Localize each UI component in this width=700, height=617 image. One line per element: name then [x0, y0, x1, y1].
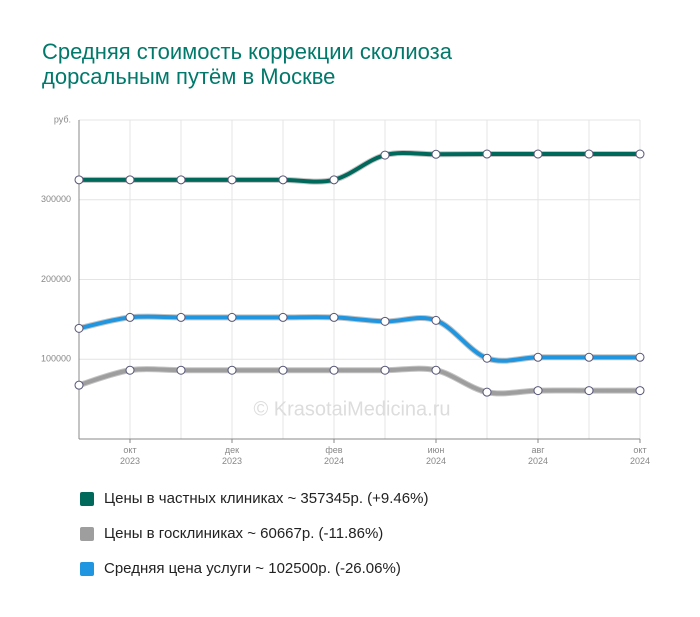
y-tick-label: 100000: [41, 354, 71, 364]
point: [380, 316, 390, 326]
watermark: © KrasotaiMedicina.ru: [253, 398, 450, 420]
y-tick-label: руб.: [54, 114, 71, 124]
point: [329, 312, 339, 322]
x-tick-label: дек 2023: [222, 445, 242, 466]
point: [380, 150, 390, 160]
point: [533, 352, 543, 362]
point: [74, 380, 84, 390]
point: [482, 149, 492, 159]
point: [482, 387, 492, 397]
point: [278, 365, 288, 375]
point: [176, 312, 186, 322]
point: [380, 365, 390, 375]
point: [227, 312, 237, 322]
point: [227, 365, 237, 375]
point: [125, 312, 135, 322]
legend-label: Цены в частных клиниках ~ 357345р. (+9.4…: [104, 490, 428, 507]
legend-swatch: [80, 492, 94, 506]
point: [482, 353, 492, 363]
point: [329, 175, 339, 185]
point: [278, 175, 288, 185]
x-tick-label: фев 2024: [324, 445, 344, 466]
legend-swatch: [80, 527, 94, 541]
y-tick-label: 200000: [41, 274, 71, 284]
point: [125, 365, 135, 375]
point: [635, 149, 645, 159]
point: [176, 175, 186, 185]
line-outline: [78, 313, 640, 364]
point: [431, 315, 441, 325]
point: [533, 386, 543, 396]
series-line: [78, 314, 640, 363]
point: [176, 365, 186, 375]
point: [125, 175, 135, 185]
point: [227, 175, 237, 185]
x-tick-label: окт 2024: [630, 445, 650, 466]
x-tick-label: окт 2023: [120, 445, 140, 466]
point: [431, 149, 441, 159]
point: [584, 149, 594, 159]
chart-title: Средняя стоимость коррекции сколиоза: [42, 39, 453, 64]
point: [584, 386, 594, 396]
point: [329, 365, 339, 375]
y-tick-label: 300000: [41, 194, 71, 204]
legend-swatch: [80, 562, 94, 576]
legend-label: Средняя цена услуги ~ 102500р. (-26.06%): [104, 560, 401, 577]
point: [278, 312, 288, 322]
legend-label: Цены в госклиниках ~ 60667р. (-11.86%): [104, 525, 383, 542]
point: [584, 352, 594, 362]
point: [74, 323, 84, 333]
chart-title: дорсальным путём в Москве: [42, 64, 335, 89]
point: [635, 386, 645, 396]
point: [74, 175, 84, 185]
point: [431, 365, 441, 375]
x-tick-label: июн 2024: [426, 445, 446, 466]
point: [533, 149, 543, 159]
x-tick-label: авг 2024: [528, 445, 548, 466]
point: [635, 352, 645, 362]
